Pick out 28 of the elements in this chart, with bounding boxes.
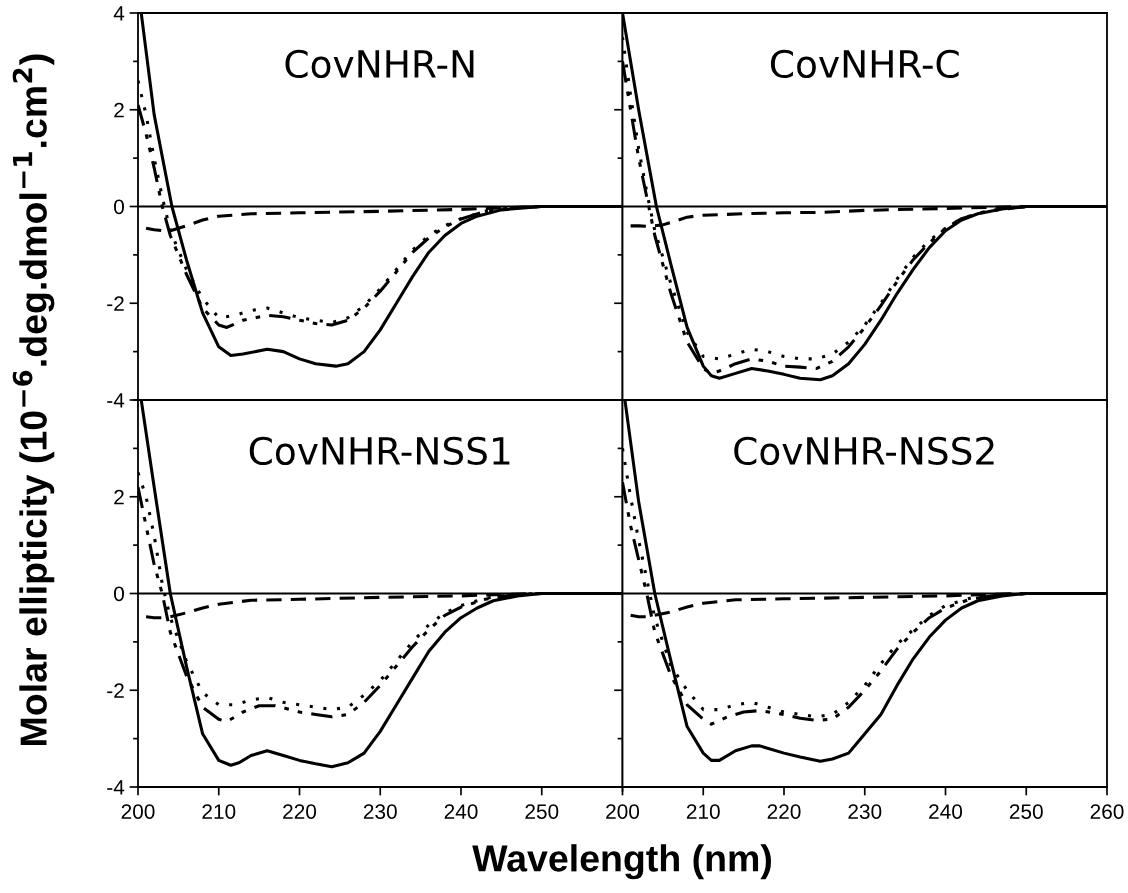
- text: CovNHR-N: [285, 49, 474, 79]
- x-tick-label: 250: [525, 804, 559, 819]
- y-axis-title: Molar ellipticity (10$^{−6}$.deg.dmol$^{−1}$.cm$^{2}$): [12, 54, 55, 745]
- x-tick-label: 260: [1090, 804, 1124, 819]
- y-tick-label: 4: [113, 6, 125, 21]
- x-tick-label: 200: [606, 804, 640, 819]
- y-tick-label: 0: [114, 586, 124, 602]
- y-tick-label: -4: [107, 393, 125, 408]
- y-tick-label: 0: [114, 199, 124, 215]
- x-tick-label: 230: [848, 804, 882, 819]
- y-tick-label: 2: [114, 102, 124, 118]
- x-tick-label: 210: [202, 804, 236, 819]
- x-tick-label: 220: [283, 804, 317, 819]
- x-tick-label: 230: [363, 804, 397, 819]
- text: CovNHR-NSS2: [734, 436, 994, 466]
- x-tick-label: 210: [686, 804, 720, 819]
- y-tick-label: -2: [107, 683, 124, 698]
- x-tick-label: 240: [929, 804, 963, 819]
- x-tick-label: 220: [767, 804, 801, 819]
- x-tick-label: 250: [1009, 804, 1043, 819]
- y-tick-label: -4: [107, 780, 125, 795]
- x-tick-label: 200: [121, 804, 155, 819]
- x-tick-label: 240: [444, 804, 478, 819]
- x-axis-title: Wavelength (nm): [472, 844, 771, 880]
- text: CovNHR-NSS1: [249, 436, 510, 466]
- y-tick-label: 2: [114, 489, 124, 505]
- text: CovNHR-C: [770, 49, 959, 79]
- y-tick-label: -2: [107, 296, 124, 311]
